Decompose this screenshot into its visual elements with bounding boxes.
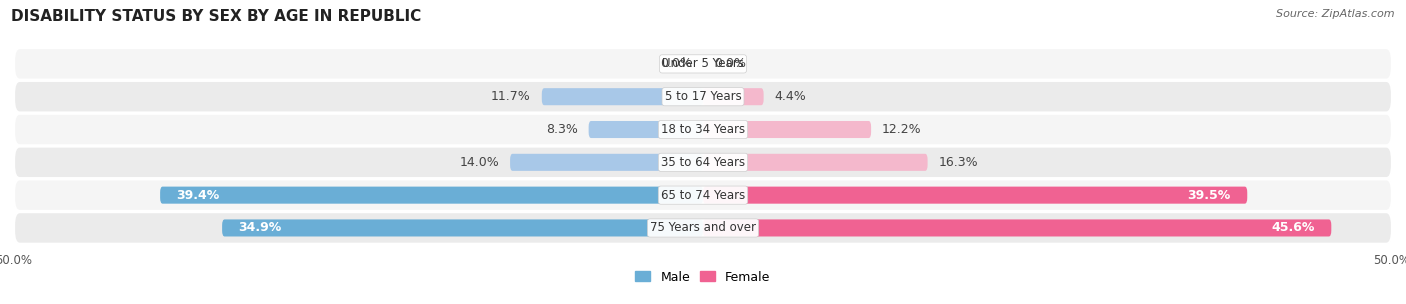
FancyBboxPatch shape: [589, 121, 703, 138]
Text: Source: ZipAtlas.com: Source: ZipAtlas.com: [1277, 9, 1395, 19]
Text: 45.6%: 45.6%: [1271, 221, 1315, 234]
FancyBboxPatch shape: [14, 114, 1392, 145]
FancyBboxPatch shape: [14, 147, 1392, 178]
FancyBboxPatch shape: [703, 187, 1247, 204]
FancyBboxPatch shape: [541, 88, 703, 105]
Text: 0.0%: 0.0%: [659, 57, 692, 71]
Text: 14.0%: 14.0%: [460, 156, 499, 169]
Text: 11.7%: 11.7%: [491, 90, 531, 103]
FancyBboxPatch shape: [222, 219, 703, 237]
FancyBboxPatch shape: [160, 187, 703, 204]
Text: 35 to 64 Years: 35 to 64 Years: [661, 156, 745, 169]
Text: 65 to 74 Years: 65 to 74 Years: [661, 189, 745, 202]
Text: 39.4%: 39.4%: [177, 189, 219, 202]
Text: 5 to 17 Years: 5 to 17 Years: [665, 90, 741, 103]
FancyBboxPatch shape: [14, 179, 1392, 211]
FancyBboxPatch shape: [703, 121, 872, 138]
Legend: Male, Female: Male, Female: [630, 265, 776, 288]
FancyBboxPatch shape: [14, 48, 1392, 80]
FancyBboxPatch shape: [510, 154, 703, 171]
Text: 8.3%: 8.3%: [546, 123, 578, 136]
Text: 34.9%: 34.9%: [239, 221, 283, 234]
Text: DISABILITY STATUS BY SEX BY AGE IN REPUBLIC: DISABILITY STATUS BY SEX BY AGE IN REPUB…: [11, 9, 422, 24]
Text: 18 to 34 Years: 18 to 34 Years: [661, 123, 745, 136]
FancyBboxPatch shape: [703, 219, 1331, 237]
FancyBboxPatch shape: [703, 88, 763, 105]
Text: Under 5 Years: Under 5 Years: [662, 57, 744, 71]
FancyBboxPatch shape: [14, 212, 1392, 244]
FancyBboxPatch shape: [14, 81, 1392, 112]
FancyBboxPatch shape: [703, 154, 928, 171]
Text: 16.3%: 16.3%: [939, 156, 979, 169]
Text: 12.2%: 12.2%: [882, 123, 922, 136]
Text: 0.0%: 0.0%: [714, 57, 747, 71]
Text: 4.4%: 4.4%: [775, 90, 807, 103]
Text: 39.5%: 39.5%: [1188, 189, 1230, 202]
Text: 75 Years and over: 75 Years and over: [650, 221, 756, 234]
